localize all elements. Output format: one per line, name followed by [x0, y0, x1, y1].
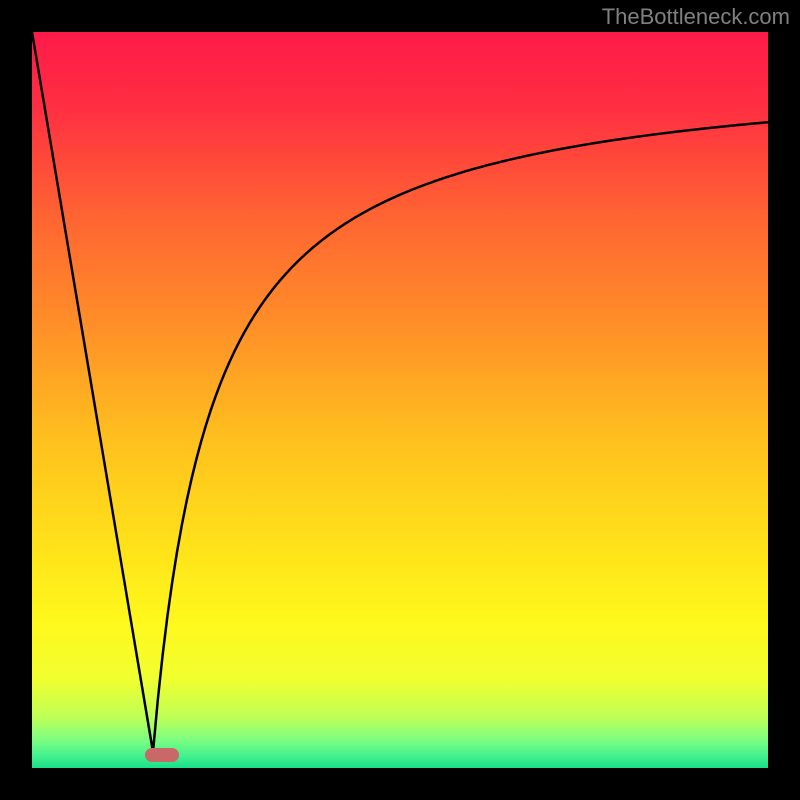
frame-border [0, 768, 800, 800]
bottleneck-curve-chart [0, 0, 800, 800]
watermark-text: TheBottleneck.com [602, 4, 790, 30]
frame-border [0, 0, 32, 800]
optimal-marker [145, 748, 179, 762]
gradient-background [32, 32, 768, 768]
chart-container: TheBottleneck.com [0, 0, 800, 800]
frame-border [768, 0, 800, 800]
